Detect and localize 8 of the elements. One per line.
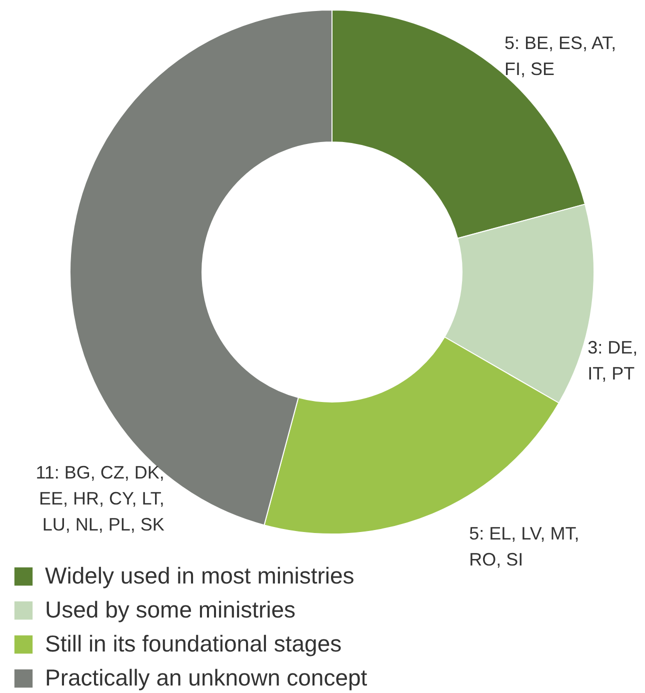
legend-label: Widely used in most ministries [45, 562, 354, 588]
legend-label: Still in its foundational stages [45, 630, 342, 656]
data-label: 3: DE, IT, PT [588, 338, 638, 384]
legend-label: Practically an unknown concept [45, 664, 368, 690]
data-label: 5: BE, ES, AT, FI, SE [504, 32, 616, 79]
data-label: 11: BG, CZ, DK, EE, HR, CY, LT, LU, NL, PL, SK [36, 462, 164, 534]
legend-label: Used by some ministries [45, 596, 296, 622]
data-label: 5: EL, LV, MT, RO, SI [469, 524, 580, 570]
